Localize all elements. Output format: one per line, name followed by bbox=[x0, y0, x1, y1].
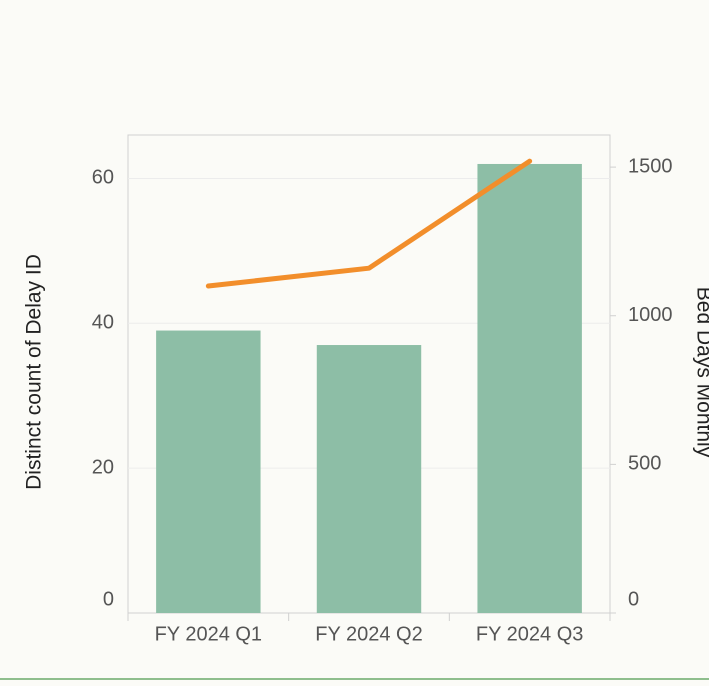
y-tick-label: 0 bbox=[103, 588, 114, 610]
y2-tick-label: 1000 bbox=[628, 304, 673, 326]
bar bbox=[156, 330, 261, 613]
x-tick-label: FY 2024 Q1 bbox=[155, 623, 262, 645]
y2-tick-label: 500 bbox=[628, 453, 661, 475]
line bbox=[205, 158, 533, 289]
y-tick-label: 40 bbox=[92, 312, 114, 334]
bar bbox=[477, 163, 582, 613]
bar bbox=[316, 345, 422, 613]
y-tick-label: 20 bbox=[92, 456, 114, 478]
y2-tick-label: 1500 bbox=[628, 155, 673, 177]
x-tick-label: FY 2024 Q2 bbox=[315, 623, 422, 645]
y-tick-label: 60 bbox=[92, 167, 114, 189]
y-axis-title: Distinct count of Delay ID bbox=[23, 254, 46, 490]
y2-tick-label: 0 bbox=[628, 588, 639, 610]
y2-axis-title: Bed Days Monthly bbox=[692, 287, 709, 458]
x-tick-label: FY 2024 Q3 bbox=[476, 623, 583, 645]
